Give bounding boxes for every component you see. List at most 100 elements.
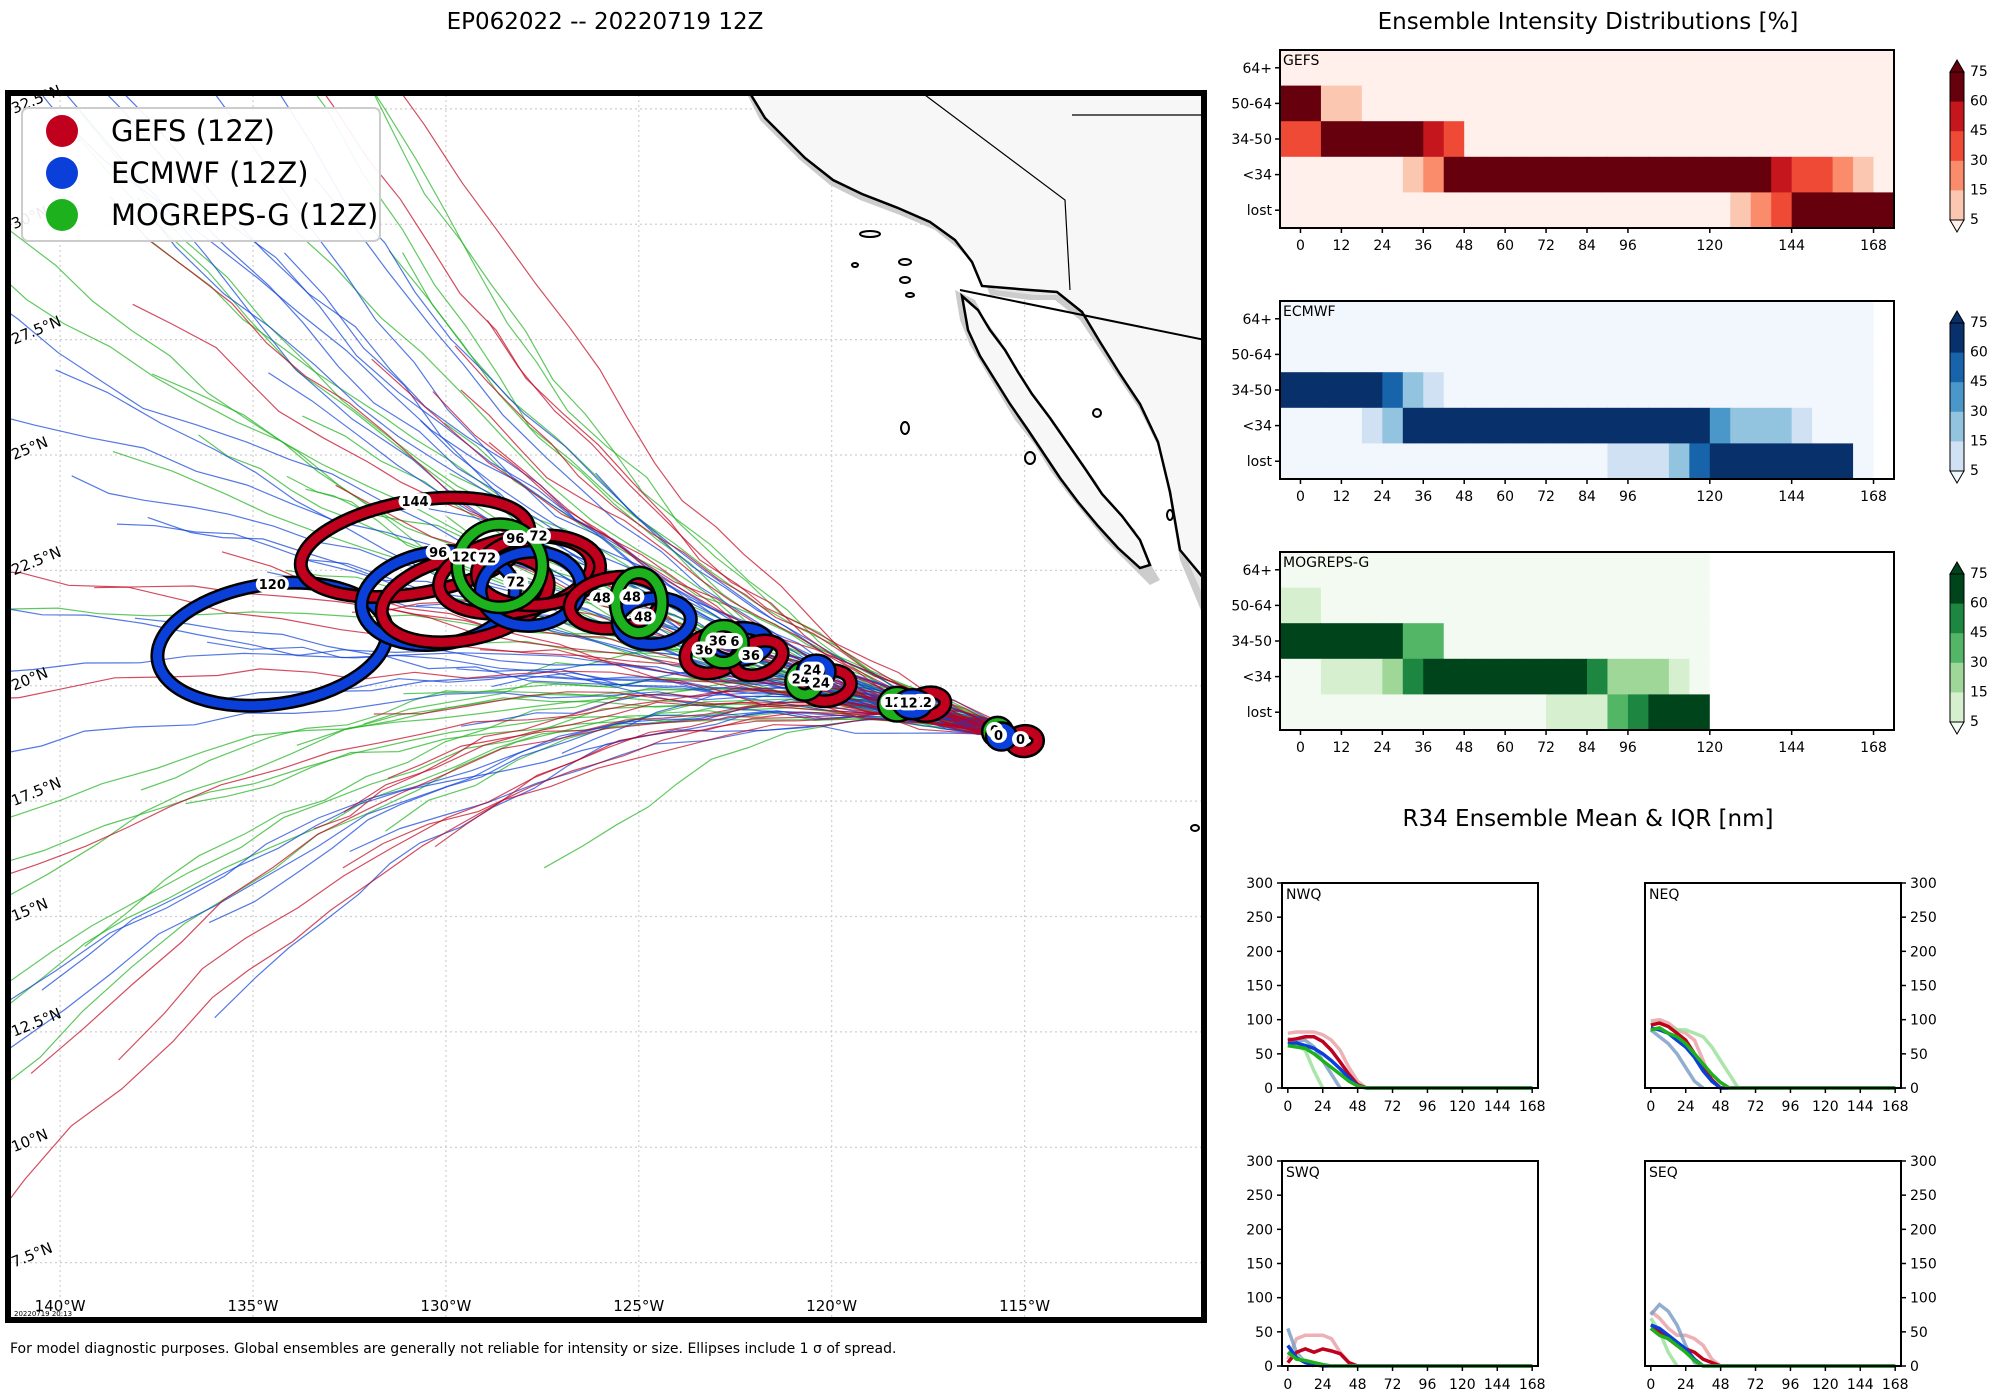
intensity-cell [1730, 623, 1752, 660]
intensity-x-tick: 72 [1537, 238, 1555, 254]
intensity-cell [1587, 623, 1608, 660]
intensity-cell [1423, 694, 1445, 731]
intensity-cell [1689, 301, 1711, 338]
intensity-cell [1587, 50, 1608, 87]
intensity-cell [1443, 336, 1465, 373]
ellipse-label-bg [448, 548, 482, 565]
intensity-cell [1464, 372, 1486, 409]
r34-panel-seq: SEQ 0 50 100 150 200 250 300 0 24 48 72 96 120 144 168 [1644, 1154, 1937, 1393]
intensity-cell [1566, 156, 1588, 193]
lon-tick-label: 125°W [613, 1297, 664, 1315]
r34-x-tick: 144 [1847, 1099, 1874, 1115]
intensity-x-tick: 36 [1414, 238, 1432, 254]
intensity-cell [1525, 658, 1547, 695]
colorbar-tick: 75 [1970, 315, 1988, 331]
intensity-cell [1505, 552, 1527, 589]
colorbar-segment [1950, 131, 1964, 162]
intensity-panel-name: ECMWF [1283, 304, 1336, 320]
r34-panel-name: NWQ [1286, 887, 1321, 903]
intensity-cell [1791, 85, 1813, 122]
intensity-cell [1730, 587, 1752, 624]
r34-y-tick: 250 [1246, 910, 1273, 926]
intensity-cell [1750, 336, 1772, 373]
r34-y-tick: 100 [1910, 1291, 1937, 1307]
intensity-cell [1627, 552, 1649, 589]
intensity-cell [1648, 587, 1670, 624]
intensity-row-label: 64+ [1242, 61, 1272, 77]
intensity-cell [1546, 552, 1568, 589]
legend-box [21, 107, 381, 242]
r34-y-tick: 50 [1910, 1325, 1928, 1341]
island [851, 262, 859, 268]
intensity-cell [1320, 121, 1363, 158]
intensity-cell [1853, 301, 1875, 338]
intensity-cell [1320, 443, 1363, 480]
intensity-cell [1730, 658, 1752, 695]
r34-x-tick: 120 [1449, 1099, 1476, 1115]
intensity-cell [1443, 407, 1465, 444]
r34-y-tick: 300 [1910, 1154, 1937, 1170]
legend-mogreps-marker [46, 199, 78, 231]
intensity-cell [1382, 407, 1404, 444]
intensity-cell [1812, 658, 1834, 695]
colorbar-frame [1949, 573, 1965, 723]
intensity-cell [1443, 50, 1465, 87]
colorbar-segment [1950, 382, 1964, 413]
lon-tick-label: 135°W [228, 1297, 279, 1315]
intensity-cell [1832, 623, 1854, 660]
intensity-x-tick: 144 [1778, 238, 1805, 254]
intensity-cell [1423, 443, 1445, 480]
intensity-cell [1402, 301, 1424, 338]
intensity-cell [1566, 336, 1588, 373]
intensity-row-label: 64+ [1242, 563, 1272, 579]
intensity-cell [1566, 85, 1588, 122]
intensity-cell [1627, 372, 1649, 409]
intensity-cell [1627, 192, 1649, 229]
intensity-x-tick: 12 [1332, 489, 1350, 505]
r34-panel-nwq: NWQ 0 50 100 150 200 250 300 0 24 48 72 96 120 144 168 [1246, 876, 1545, 1115]
intensity-cell [1668, 301, 1690, 338]
intensity-cell [1812, 552, 1834, 589]
intensity-cell [1791, 407, 1813, 444]
r34-y-tick: 300 [1910, 876, 1937, 892]
intensity-cell [1648, 372, 1670, 409]
intensity-cell [1484, 372, 1506, 409]
intensity-cell [1648, 192, 1670, 229]
ellipse-label-bg [474, 549, 500, 566]
intensity-cell [1280, 121, 1322, 158]
intensity-cell [1689, 50, 1711, 87]
intensity-cell [1566, 587, 1588, 624]
intensity-cell [1832, 156, 1854, 193]
intensity-cell [1402, 694, 1424, 731]
intensity-cell [1771, 372, 1793, 409]
intensity-row-label: <34 [1242, 670, 1272, 686]
intensity-cell [1709, 658, 1731, 695]
intensity-x-tick: 120 [1696, 740, 1723, 756]
intensity-cell [1873, 407, 1895, 444]
r34-y-tick: 0 [1264, 1081, 1273, 1097]
intensity-cell [1648, 336, 1670, 373]
intensity-cell [1873, 443, 1895, 480]
intensity-cell [1464, 85, 1486, 122]
intensity-cell [1853, 192, 1875, 229]
intensity-cell [1566, 372, 1588, 409]
intensity-cell [1832, 85, 1854, 122]
intensity-cell [1280, 658, 1322, 695]
intensity-cell [1484, 192, 1506, 229]
lon-tick-label: 140°W [35, 1297, 86, 1315]
intensity-cell [1627, 443, 1649, 480]
intensity-cell [1791, 336, 1813, 373]
map-stamp: 20220719 20:13 [14, 1310, 72, 1318]
intensity-cell [1402, 587, 1424, 624]
intensity-cell [1709, 443, 1731, 480]
ensemble-track [402, 95, 1025, 738]
intensity-cell [1689, 407, 1711, 444]
colorbar-tick: 60 [1970, 94, 1988, 110]
intensity-cell [1750, 50, 1772, 87]
intensity-cell [1464, 121, 1486, 158]
intensity-panel-gefs: GEFS 64+ 50-64 34-50 <34 lost 0 12 24 36 48 60 72 84 9… [1231, 49, 1988, 254]
intensity-cell [1505, 407, 1527, 444]
intensity-cell [1730, 694, 1752, 731]
intensity-cell [1546, 587, 1568, 624]
intensity-cell [1361, 336, 1383, 373]
